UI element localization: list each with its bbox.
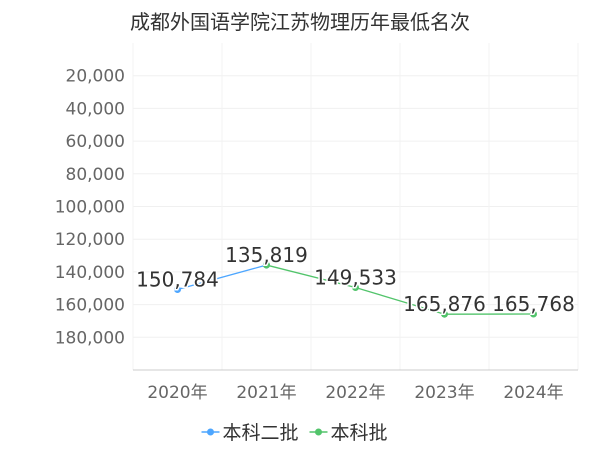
data-label: 135,819 [225,243,308,267]
x-tick-label: 2023年 [414,383,474,403]
legend-marker [315,428,322,436]
data-point [174,286,181,294]
data-point [441,310,448,318]
legend-label: 本科二批 [223,422,299,444]
y-tick-label: 80,000 [66,165,125,185]
y-tick-label: 20,000 [66,67,125,87]
data-label: 165,876 [403,292,486,316]
y-tick-label: 100,000 [55,198,125,218]
data-label: 150,784 [136,268,219,292]
data-point [352,283,359,291]
series-line [177,264,267,291]
x-tick-label: 2021年 [236,383,296,403]
data-point [530,310,537,318]
legend-label: 本科批 [331,422,388,444]
y-tick-label: 140,000 [55,263,125,283]
data-point [263,261,270,269]
y-tick-label: 40,000 [66,99,125,119]
series-line [266,264,534,315]
data-label: 165,768 [492,292,575,316]
x-tick-label: 2022年 [325,383,385,403]
y-tick-label: 160,000 [55,296,125,316]
legend-item: 本科二批 [201,422,299,444]
legend-item: 本科批 [309,422,388,444]
chart-title: 成都外国语学院江苏物理历年最低名次 [130,10,470,34]
y-tick-label: 60,000 [66,132,125,152]
x-tick-label: 2020年 [147,383,207,403]
y-tick-label: 180,000 [55,328,125,348]
data-label: 149,533 [314,265,397,289]
y-tick-label: 120,000 [55,230,125,250]
x-tick-label: 2024年 [503,383,563,403]
legend-marker [207,428,214,436]
